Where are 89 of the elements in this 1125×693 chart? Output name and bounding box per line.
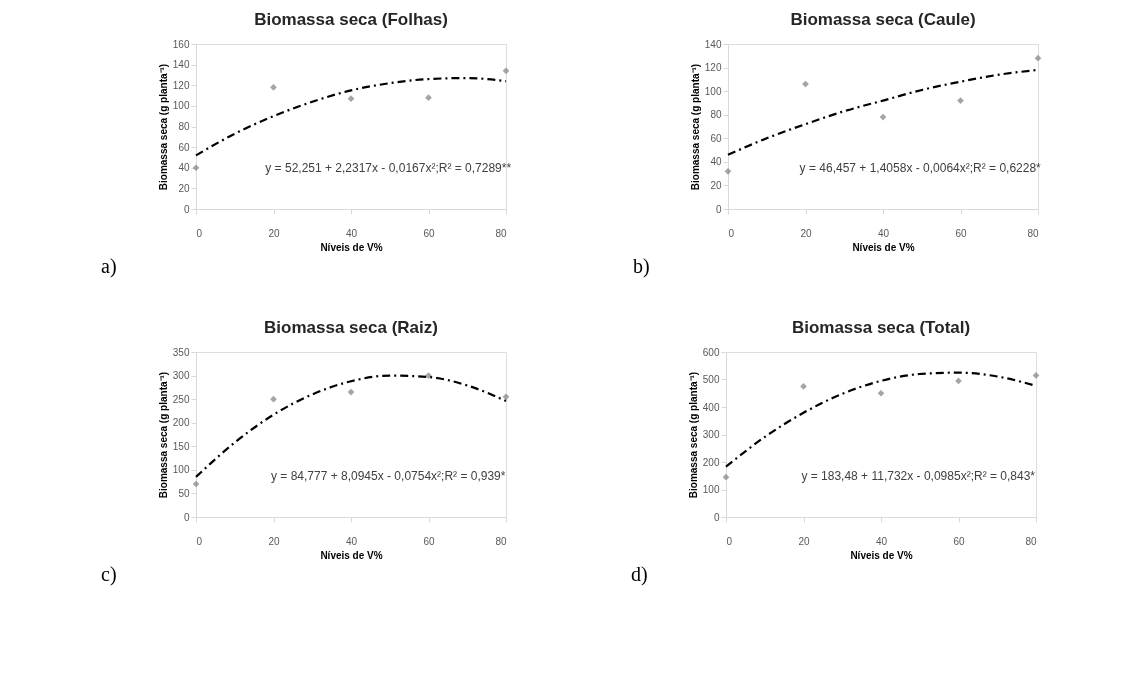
y-tick-label: 100	[702, 484, 720, 495]
point	[347, 388, 355, 396]
point	[192, 480, 200, 488]
y-tick-label: 160	[172, 38, 190, 50]
x-tick-label: 80	[495, 535, 507, 547]
y-tick-label: 150	[172, 440, 190, 452]
x-tick-label: 60	[423, 227, 435, 239]
point	[347, 95, 355, 103]
annotation: y = 183,48 + 11,732x - 0,0985x²;R² = 0,843*	[801, 468, 1036, 483]
point	[724, 167, 732, 175]
y-tick-label: 40	[710, 156, 722, 168]
y-tick-label: 80	[178, 121, 190, 132]
y-tick-label: 140	[704, 38, 722, 50]
x-axis-title: Níveis de V%	[320, 241, 383, 253]
point	[1034, 54, 1042, 62]
y-tick-label: 200	[172, 417, 190, 429]
y-tick-label: 100	[172, 464, 190, 476]
y-tick-label: 80	[710, 109, 722, 121]
y-tick-label: 400	[702, 401, 720, 413]
y-tick-label: 60	[710, 132, 722, 144]
line-series	[194, 76, 508, 157]
text: d)	[631, 563, 648, 586]
y-tick-label: 40	[178, 162, 190, 174]
y-tick-label: 120	[172, 79, 190, 91]
x-axis-title: Níveis de V%	[320, 549, 383, 561]
x-tick-label: 20	[268, 535, 280, 547]
y-tick-label: 600	[702, 346, 720, 358]
point	[879, 113, 887, 121]
x-tick-label: 60	[953, 535, 965, 547]
y-tick-label: 50	[178, 487, 190, 499]
x-tick-label: 0	[196, 227, 203, 239]
point	[502, 393, 510, 401]
y-tick-label: 0	[183, 511, 190, 523]
y-tick-label: 500	[702, 374, 720, 385]
y-tick-label: 140	[172, 59, 190, 71]
x-tick-label: 80	[1027, 227, 1039, 239]
chart-title: Biomassa seca (Raiz)	[264, 318, 438, 337]
y-tick-label: 300	[702, 429, 720, 440]
x-tick-label: 40	[345, 535, 358, 547]
y-tick-label: 0	[183, 203, 190, 215]
y-tick-label: 20	[178, 182, 190, 194]
x-axis-title: Níveis de V%	[852, 241, 915, 253]
point	[425, 94, 432, 101]
point	[502, 67, 510, 75]
annotation: y = 52,251 + 2,2317x - 0,0167x²;R² = 0,7289**	[265, 160, 512, 175]
x-tick-label: 60	[423, 535, 435, 547]
text: a)	[101, 255, 117, 278]
y-tick-label: 100	[704, 85, 722, 97]
point	[800, 383, 807, 390]
x-tick-label: 0	[726, 535, 733, 547]
y-tick-label: 250	[172, 393, 190, 405]
y-axis-title: Biomassa seca (g planta⁻¹)	[157, 63, 169, 191]
chart-title: Biomassa seca (Total)	[791, 318, 971, 337]
x-axis-title: Níveis de V%	[850, 549, 913, 561]
y-axis-title: Biomassa seca (g planta⁻¹)	[687, 371, 699, 499]
y-tick-label: 120	[704, 62, 722, 74]
point	[722, 473, 730, 481]
point	[425, 372, 432, 379]
y-tick-label: 20	[710, 179, 722, 191]
x-tick-label: 60	[955, 227, 967, 239]
y-axis-title: Biomassa seca (g planta⁻¹)	[689, 63, 701, 191]
y-axis-title: Biomassa seca (g planta⁻¹)	[157, 371, 169, 499]
point	[270, 83, 277, 91]
text: b)	[633, 255, 650, 278]
x-tick-label: 80	[1025, 535, 1037, 547]
point	[192, 164, 200, 172]
y-tick-label: 350	[172, 346, 190, 358]
x-tick-label: 20	[268, 227, 280, 239]
x-tick-label: 80	[495, 227, 507, 239]
x-tick-label: 20	[800, 227, 812, 239]
point	[877, 389, 885, 397]
point	[957, 97, 964, 104]
x-tick-label: 20	[798, 535, 810, 547]
x-tick-label: 40	[345, 227, 358, 239]
annotation: y = 84,777 + 8,0945x - 0,0754x²;R² = 0,939*	[270, 468, 506, 483]
y-tick-label: 0	[713, 511, 720, 523]
x-tick-label: 40	[875, 535, 888, 547]
x-tick-label: 0	[196, 535, 203, 547]
chart-title: Biomassa seca (Folhas)	[254, 10, 448, 29]
chart-title: Biomassa seca (Caule)	[790, 10, 976, 29]
y-tick-label: 60	[178, 141, 190, 153]
y-tick-label: 300	[172, 370, 190, 382]
annotation: y = 46,457 + 1,4058x - 0,0064x²;R² = 0,6228*	[799, 160, 1042, 175]
x-tick-label: 40	[877, 227, 890, 239]
y-tick-label: 200	[702, 456, 720, 468]
y-tick-label: 100	[172, 100, 190, 112]
x-tick-label: 0	[728, 227, 735, 239]
y-tick-label: 0	[715, 203, 722, 215]
text: c)	[101, 563, 117, 586]
